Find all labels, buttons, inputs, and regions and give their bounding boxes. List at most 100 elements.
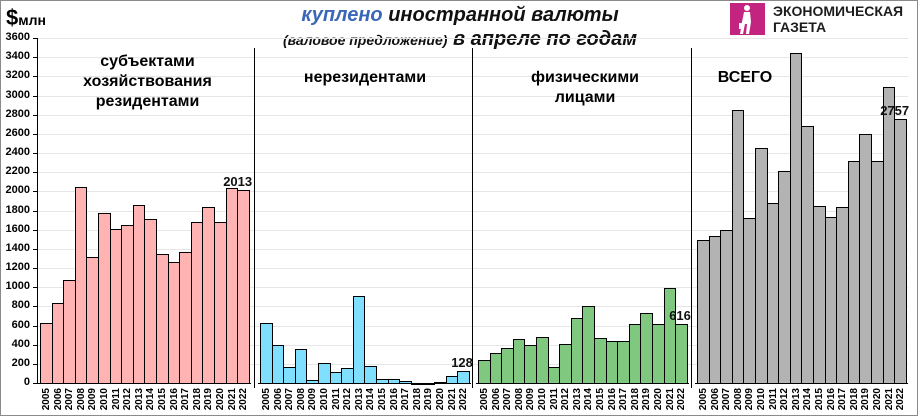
x-tick-label: 2005 <box>479 388 490 411</box>
dollar-sign: $ <box>6 5 19 30</box>
panel-separator <box>254 48 255 388</box>
panel-label: физическими лицами <box>490 68 680 108</box>
walking-person-icon <box>730 3 765 35</box>
y-tick-mark <box>33 96 37 97</box>
x-tick-label: 2006 <box>52 388 64 411</box>
bar-2010 <box>536 336 549 384</box>
x-tick-label: 2022 <box>458 388 470 411</box>
y-tick-mark <box>33 306 37 307</box>
x-tick-label: 2014 <box>802 388 814 411</box>
gridline <box>38 115 908 116</box>
x-tick-label: 2020 <box>215 388 226 411</box>
x-tick-label: 2008 <box>732 388 744 411</box>
gridline <box>38 268 908 269</box>
x-tick-label: 2006 <box>490 388 502 411</box>
y-tick-label: 1400 <box>5 242 30 254</box>
panel-label-line: нерезидентами <box>303 69 427 86</box>
x-tick-label: 2016 <box>388 388 400 411</box>
x-tick-label: 2015 <box>814 388 825 411</box>
bar-2017 <box>399 380 412 384</box>
gridline <box>38 230 908 231</box>
panel-label-line: лицами <box>554 89 616 106</box>
y-tick-mark <box>33 38 37 39</box>
logo-line2: ГАЗЕТА <box>773 19 827 35</box>
panel-label: нерезидентами <box>275 68 455 88</box>
x-tick-label: 2019 <box>641 388 653 411</box>
x-tick-label: 2018 <box>848 388 860 411</box>
panel-separator <box>691 48 692 388</box>
x-tick-label: 2013 <box>790 388 802 411</box>
y-tick-mark <box>33 134 37 135</box>
unit-mln: млн <box>18 12 46 28</box>
x-tick-label: 2017 <box>400 388 412 411</box>
y-tick-mark <box>33 115 37 116</box>
x-tick-label: 2013 <box>133 388 145 411</box>
x-tick-label: 2022 <box>895 388 907 411</box>
y-tick-mark <box>33 268 37 269</box>
y-tick-label: 200 <box>11 357 30 369</box>
x-tick-label: 2021 <box>446 388 458 411</box>
x-tick-label: 2016 <box>606 388 618 411</box>
x-tick-label: 2017 <box>837 388 849 411</box>
y-tick-label: 3400 <box>5 50 30 62</box>
x-tick-label: 2020 <box>653 388 664 411</box>
y-tick-label: 3600 <box>5 31 30 43</box>
title-rest: иностранной валюты <box>382 4 619 26</box>
x-tick-label: 2015 <box>157 388 168 411</box>
x-tick-label: 2008 <box>75 388 87 411</box>
x-tick-label: 2012 <box>560 388 572 411</box>
gridline <box>38 287 908 288</box>
gridline <box>38 364 908 365</box>
x-tick-label: 2010 <box>756 388 767 411</box>
data-label: 2757 <box>880 102 910 118</box>
y-tick-label: 2000 <box>5 184 30 196</box>
x-tick-label: 2011 <box>767 388 779 410</box>
x-tick-label: 2017 <box>180 388 192 411</box>
gridline <box>38 153 908 154</box>
bar-2006 <box>271 344 285 384</box>
gridline <box>38 96 908 97</box>
x-tick-label: 2012 <box>122 388 134 411</box>
y-tick-mark <box>33 383 37 384</box>
gridline <box>38 326 908 327</box>
x-tick-label: 2019 <box>203 388 215 411</box>
y-tick-mark <box>33 230 37 231</box>
y-tick-label: 2400 <box>5 146 30 158</box>
panel-separator <box>472 48 473 388</box>
publisher-logo: ЭКОНОМИЧЕСКАЯ ГАЗЕТА <box>730 3 903 35</box>
panel-label-line: субъектами <box>100 53 195 70</box>
x-tick-label: 2009 <box>525 388 537 411</box>
gridline <box>38 191 908 192</box>
data-label: 128 <box>451 354 473 370</box>
y-tick-mark <box>33 153 37 154</box>
y-tick-label: 2600 <box>5 127 30 139</box>
gridline <box>38 134 908 135</box>
panel-label-line: хозяйствования <box>83 73 212 90</box>
x-tick-label: 2007 <box>64 388 76 411</box>
x-tick-label: 2010 <box>319 388 330 411</box>
title-accent: куплено <box>301 4 383 26</box>
x-tick-label: 2021 <box>883 388 895 411</box>
y-tick-label: 800 <box>11 299 30 311</box>
bar-2008 <box>294 349 308 384</box>
x-tick-label: 2015 <box>595 388 606 411</box>
x-tick-label: 2008 <box>513 388 525 411</box>
y-tick-label: 3000 <box>5 89 30 101</box>
y-tick-mark <box>33 364 37 365</box>
x-tick-label: 2015 <box>377 388 388 411</box>
gridline <box>38 172 908 173</box>
logo-line1: ЭКОНОМИЧЕСКАЯ <box>773 3 904 19</box>
x-tick-label: 2019 <box>423 388 435 411</box>
x-tick-label: 2007 <box>284 388 296 411</box>
x-tick-label: 2006 <box>709 388 721 411</box>
bar-2022 <box>457 370 470 384</box>
y-tick-mark <box>33 287 37 288</box>
y-tick-mark <box>33 211 37 212</box>
y-tick-mark <box>33 345 37 346</box>
y-tick-mark <box>33 76 37 77</box>
x-tick-label: 2020 <box>435 388 446 411</box>
x-tick-label: 2008 <box>295 388 307 411</box>
y-tick-mark <box>33 249 37 250</box>
x-tick-label: 2019 <box>860 388 872 411</box>
panel-label-line: резидентами <box>95 93 200 110</box>
